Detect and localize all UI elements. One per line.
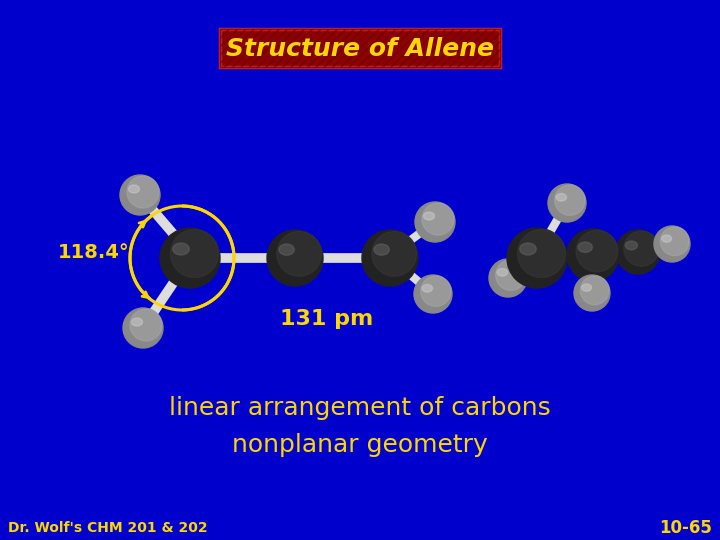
Circle shape <box>422 203 454 235</box>
Circle shape <box>567 229 619 281</box>
Circle shape <box>576 230 618 272</box>
Circle shape <box>123 308 163 348</box>
Text: 10-65: 10-65 <box>659 519 712 537</box>
Text: 131 pm: 131 pm <box>280 309 373 329</box>
Ellipse shape <box>578 242 593 252</box>
Circle shape <box>554 185 585 215</box>
Circle shape <box>120 175 160 215</box>
Circle shape <box>414 275 452 313</box>
Circle shape <box>276 232 322 276</box>
Ellipse shape <box>497 268 508 276</box>
Circle shape <box>171 230 218 278</box>
Circle shape <box>616 230 660 274</box>
Text: Structure of Allene: Structure of Allene <box>226 37 494 61</box>
Circle shape <box>372 232 417 276</box>
Ellipse shape <box>520 243 536 255</box>
Circle shape <box>548 184 586 222</box>
Ellipse shape <box>279 244 294 255</box>
Circle shape <box>267 230 323 286</box>
Circle shape <box>415 202 455 242</box>
Circle shape <box>362 230 418 286</box>
Circle shape <box>624 231 659 266</box>
Text: Dr. Wolf's CHM 201 & 202: Dr. Wolf's CHM 201 & 202 <box>8 521 207 535</box>
Ellipse shape <box>582 284 592 291</box>
Ellipse shape <box>374 244 390 255</box>
Ellipse shape <box>128 185 140 193</box>
Circle shape <box>660 227 689 256</box>
Ellipse shape <box>173 243 189 255</box>
Ellipse shape <box>422 285 433 292</box>
Text: nonplanar geometry: nonplanar geometry <box>232 433 488 457</box>
Circle shape <box>654 226 690 262</box>
Circle shape <box>160 228 220 288</box>
Text: 118.4°: 118.4° <box>58 243 130 262</box>
Circle shape <box>574 275 610 311</box>
FancyBboxPatch shape <box>220 29 500 67</box>
Circle shape <box>489 259 527 297</box>
Ellipse shape <box>132 318 143 326</box>
Circle shape <box>420 276 451 306</box>
Circle shape <box>127 176 159 208</box>
Ellipse shape <box>662 235 672 242</box>
Circle shape <box>130 309 162 341</box>
Circle shape <box>518 230 565 278</box>
Circle shape <box>580 276 609 305</box>
Circle shape <box>495 260 526 291</box>
Text: linear arrangement of carbons: linear arrangement of carbons <box>169 396 551 420</box>
Circle shape <box>507 228 567 288</box>
Ellipse shape <box>556 193 567 201</box>
Ellipse shape <box>423 212 434 220</box>
Ellipse shape <box>626 241 637 250</box>
